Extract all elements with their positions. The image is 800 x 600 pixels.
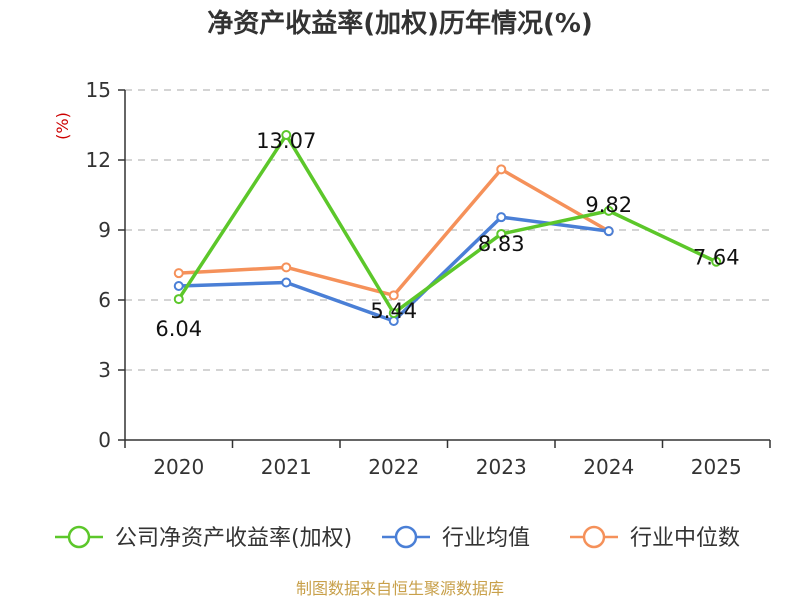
series-line — [177, 133, 717, 315]
data-point — [388, 290, 399, 301]
data-label: 13.07 — [256, 129, 316, 153]
data-point — [173, 268, 184, 279]
x-tick-label: 2022 — [368, 455, 419, 479]
data-point — [173, 294, 184, 305]
data-point — [281, 130, 292, 141]
legend-label: 行业均值 — [442, 526, 530, 551]
data-point — [496, 228, 507, 239]
legend-marker — [582, 525, 606, 549]
data-point — [711, 256, 722, 267]
data-point — [173, 281, 184, 291]
legend: 公司净资产收益率(加权) 行业均值 行业中位数 — [55, 525, 740, 551]
y-tick-label: 12 — [86, 148, 111, 172]
x-tick-label: 2025 — [691, 455, 742, 479]
data-label: 7.64 — [693, 246, 740, 270]
data-point — [603, 205, 614, 216]
x-tick-label: 2024 — [583, 455, 634, 479]
x-tick-label: 2023 — [476, 455, 527, 479]
y-tick-label: 3 — [98, 358, 111, 382]
grid-lines — [125, 89, 770, 371]
series-line — [178, 167, 610, 298]
legend-marker — [394, 525, 418, 549]
y-tick-label: 6 — [98, 288, 111, 312]
data-label: 6.04 — [155, 317, 202, 341]
legend-label: 公司净资产收益率(加权) — [115, 526, 352, 551]
data-labels: 6.04 13.07 5.44 8.83 9.82 7.64 — [155, 129, 739, 341]
y-tick-label: 0 — [98, 428, 111, 452]
tick-labels: 0 3 6 9 12 15 2020 2021 2022 2023 2024 2025 — [86, 78, 742, 479]
y-axis-unit-label: (%) — [53, 112, 72, 140]
data-label: 8.83 — [478, 232, 525, 256]
x-tick-label: 2020 — [153, 455, 204, 479]
data-point — [603, 226, 614, 237]
y-tick-label: 15 — [86, 78, 111, 102]
legend-marker — [67, 525, 91, 549]
y-tick-label: 9 — [98, 218, 111, 242]
series-lines — [173, 130, 722, 326]
data-label: 9.82 — [585, 193, 632, 217]
source-note: 制图数据来自恒生聚源数据库 — [296, 579, 504, 598]
data-point — [281, 262, 292, 273]
data-label: 5.44 — [370, 299, 417, 323]
legend-label: 行业中位数 — [630, 526, 740, 551]
x-tick-label: 2021 — [261, 455, 312, 479]
chart-title: 净资产收益率(加权)历年情况(%) — [207, 8, 593, 39]
axes — [118, 89, 771, 448]
data-point — [388, 308, 399, 319]
data-point — [496, 212, 507, 223]
data-point — [496, 164, 507, 175]
data-point — [281, 277, 292, 288]
